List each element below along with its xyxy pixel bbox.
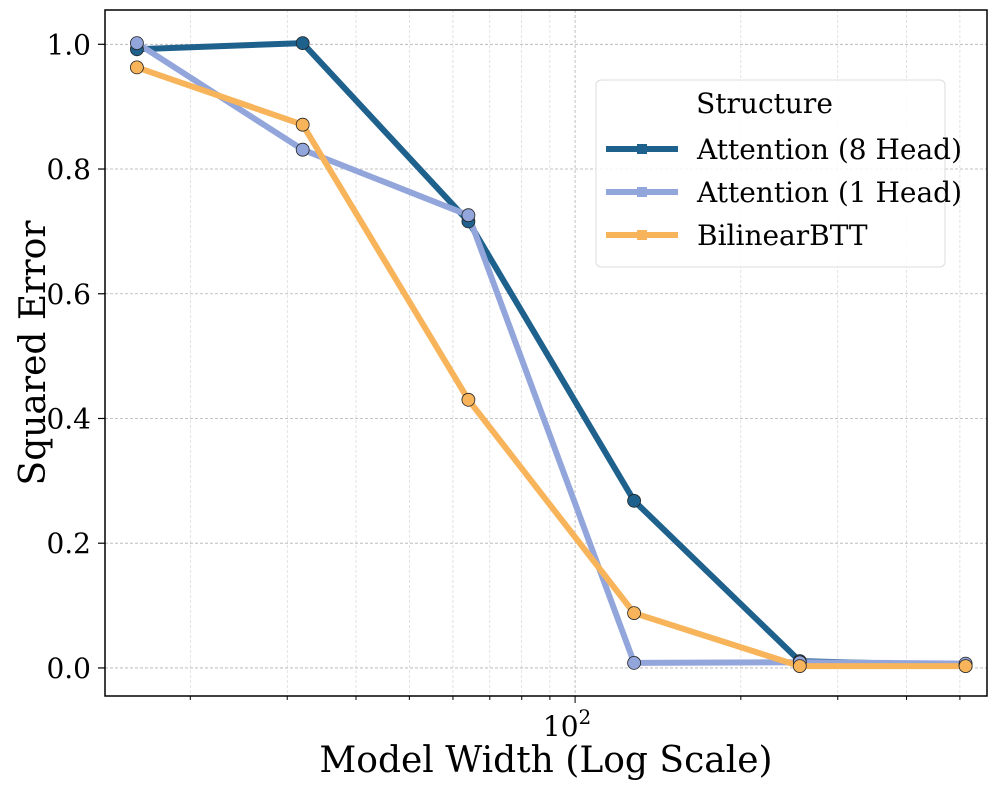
y-tick-label: 0.0 [46, 652, 91, 685]
data-points [129, 36, 973, 673]
axis-ticks: 0.0 0.2 0.4 0.6 0.8 1.0 102 [46, 28, 961, 743]
legend-label-1: Attention (8 Head) [696, 133, 962, 166]
x-tick-exponent: 2 [579, 705, 592, 729]
series-lines [133, 40, 969, 670]
legend-marker-2 [637, 187, 647, 197]
data-point-series-3 [958, 659, 973, 673]
legend-title: Structure [696, 87, 833, 120]
data-point-series-3 [792, 659, 807, 673]
series-line-2 [133, 40, 969, 667]
data-point-series-3 [295, 117, 310, 132]
legend-box [595, 79, 946, 268]
data-point-series-2 [295, 142, 310, 157]
y-tick-label: 0.6 [46, 278, 91, 311]
data-point-series-3 [461, 392, 476, 407]
legend-label-3: BilinearBTT [697, 219, 868, 252]
data-point-series-1 [627, 493, 641, 508]
data-point-series-2 [627, 656, 641, 670]
data-point-series-2 [461, 208, 476, 223]
legend-label-2: Attention (1 Head) [696, 176, 962, 209]
data-point-series-1 [295, 36, 310, 50]
y-tick-label: 0.2 [46, 527, 91, 560]
series-line-3 [133, 64, 969, 670]
plot-frame [104, 9, 988, 697]
y-tick-label: 0.4 [46, 402, 91, 435]
y-tick-label: 0.8 [46, 153, 91, 186]
legend: Structure Attention (8 Head) Attention (1… [595, 79, 962, 268]
x-tick-label: 102 [543, 705, 591, 743]
data-point-series-3 [129, 60, 144, 75]
y-axis-label: Squared Error [13, 220, 54, 486]
legend-marker-1 [637, 144, 647, 154]
y-tick-label: 1.0 [46, 28, 91, 61]
data-point-series-2 [129, 36, 144, 50]
legend-entries: Attention (8 Head) Attention (1 Head) Bili… [606, 133, 962, 252]
x-axis-label: Model Width (Log Scale) [319, 740, 772, 781]
x-tick-base: 10 [543, 710, 579, 743]
data-point-series-3 [627, 606, 641, 620]
legend-marker-3 [637, 230, 647, 240]
